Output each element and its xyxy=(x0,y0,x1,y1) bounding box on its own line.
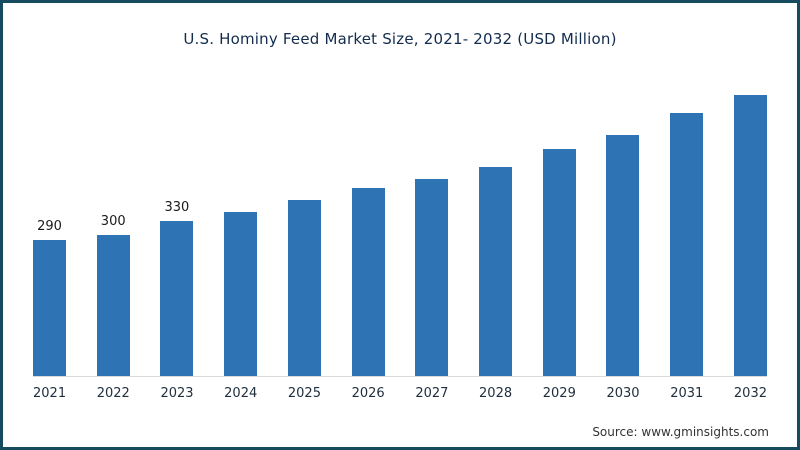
bar-2023 xyxy=(160,221,194,376)
bar-2027 xyxy=(415,179,449,376)
x-tick-label-2026: 2026 xyxy=(351,386,385,401)
bar-value-label: 330 xyxy=(164,200,190,215)
x-tick-label-2022: 2022 xyxy=(96,386,130,401)
x-tick-label-2023: 2023 xyxy=(160,386,194,401)
bar-value-label: 300 xyxy=(100,214,126,229)
bar-2025 xyxy=(287,200,321,376)
bar-2029 xyxy=(542,149,576,376)
bar-column-2030 xyxy=(606,129,640,376)
bar-value-label: 290 xyxy=(37,219,62,234)
bar-column-2021: 290 xyxy=(33,219,66,376)
bar-column-2024 xyxy=(224,206,258,376)
bar-column-2022: 300 xyxy=(96,214,130,376)
bar-2032 xyxy=(733,95,767,376)
bar-column-2032 xyxy=(733,89,767,376)
bar-column-2031 xyxy=(670,107,704,376)
x-tick-label-2031: 2031 xyxy=(670,386,704,401)
x-axis-labels: 2021 2022 2023 2024 2025 2026 2027 2028 2029 2030… xyxy=(33,377,767,401)
bar-2021 xyxy=(33,240,66,376)
bar-2026 xyxy=(351,188,385,376)
bar-column-2029 xyxy=(542,143,576,376)
bar-column-2025 xyxy=(287,194,321,376)
x-tick-label-2025: 2025 xyxy=(287,386,321,401)
x-tick-label-2028: 2028 xyxy=(479,386,513,401)
x-tick-label-2032: 2032 xyxy=(733,386,767,401)
chart-title: U.S. Hominy Feed Market Size, 2021- 2032… xyxy=(183,30,617,48)
bar-2031 xyxy=(670,113,704,376)
plot-area: 290 300 330 xyxy=(33,76,767,377)
x-tick-label-2030: 2030 xyxy=(606,386,640,401)
bar-2022 xyxy=(96,235,130,376)
bar-2030 xyxy=(606,135,640,376)
source-attribution: Source: www.gminsights.com xyxy=(592,425,769,439)
x-tick-label-2024: 2024 xyxy=(224,386,258,401)
bar-column-2027 xyxy=(415,173,449,376)
bar-column-2023: 330 xyxy=(160,200,194,376)
bar-2024 xyxy=(224,212,258,376)
bar-column-2026 xyxy=(351,182,385,376)
bar-2028 xyxy=(479,167,513,376)
x-tick-label-2021: 2021 xyxy=(33,386,67,401)
bar-column-2028 xyxy=(479,161,513,376)
x-tick-label-2027: 2027 xyxy=(415,386,449,401)
x-tick-label-2029: 2029 xyxy=(542,386,576,401)
